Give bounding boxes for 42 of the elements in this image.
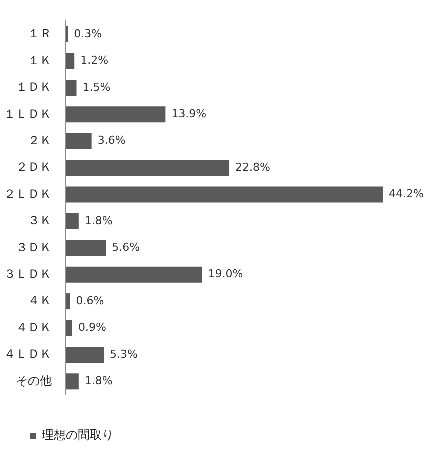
legend-label: 理想の間取り [42,428,114,442]
y-tick-label: ３Ｋ [28,214,52,228]
bar [66,53,75,70]
data-label: 5.3% [110,348,138,361]
bar [66,346,104,363]
y-tick-label: ２Ｋ [28,133,52,148]
data-label: 5.6% [112,241,140,254]
data-label: 19.0% [208,268,244,281]
bar [66,160,230,176]
y-tick-label: １Ｋ [28,53,52,68]
y-tick-label: １ＤＫ [16,80,52,94]
bar [66,213,79,230]
data-label: 3.6% [98,134,126,148]
y-tick-label: ４Ｋ [28,294,52,308]
y-tick-label: ２ＬＤＫ [4,186,52,201]
data-label: 44.2% [389,188,424,201]
y-tick-label: １ＬＤＫ [4,106,52,121]
data-label: 1.8% [84,214,113,228]
bar [66,240,106,256]
y-tick-label: ４ＤＫ [16,320,52,334]
data-label: 0.9% [78,321,106,334]
y-tick-label: その他 [16,374,52,388]
data-label: 22.8% [236,160,270,174]
data-label: 1.2% [80,54,109,68]
bar [66,186,383,203]
y-tick-label: ３ＤＫ [16,240,52,254]
bar [66,133,92,150]
data-label: 0.3% [74,27,102,40]
y-tick-label: ３ＬＤＫ [4,266,52,281]
bar [66,320,72,336]
y-tick-label: ４ＬＤＫ [4,347,52,362]
bar [66,266,202,283]
data-label: 1.5% [82,80,111,94]
data-label: 0.6% [76,294,104,308]
y-tick-label: １Ｒ [28,26,52,41]
data-label: 1.8% [84,374,113,388]
bar [66,80,77,96]
bar [66,294,70,310]
bar [66,374,79,390]
y-tick-label: ２ＤＫ [16,160,52,174]
bar [66,106,166,123]
data-label: 13.9% [172,108,207,121]
